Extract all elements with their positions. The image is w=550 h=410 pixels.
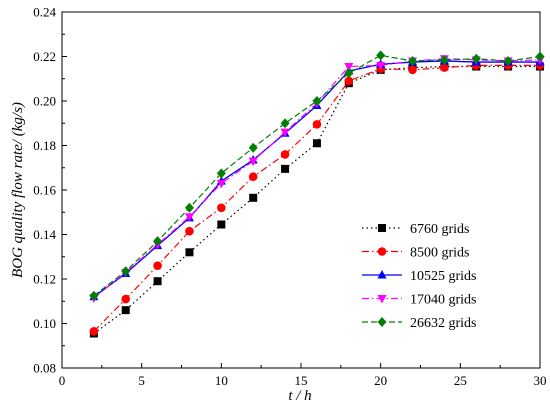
data-point bbox=[344, 68, 354, 79]
y-tick-label: 0.20 bbox=[33, 94, 56, 109]
data-point bbox=[153, 277, 162, 286]
x-tick-label: 0 bbox=[59, 373, 66, 388]
data-point bbox=[376, 50, 386, 61]
data-point bbox=[185, 226, 194, 236]
x-tick-label: 15 bbox=[295, 373, 308, 388]
legend-marker bbox=[377, 317, 387, 327]
legend-marker bbox=[377, 270, 387, 279]
y-tick-label: 0.14 bbox=[33, 227, 56, 242]
y-tick-label: 0.24 bbox=[33, 5, 56, 20]
legend-marker bbox=[378, 224, 386, 232]
x-tick-label: 5 bbox=[138, 373, 145, 388]
x-tick-label: 30 bbox=[534, 373, 547, 388]
legend-label: 26632 grids bbox=[410, 316, 477, 331]
y-tick-label: 0.18 bbox=[33, 138, 56, 153]
data-point bbox=[440, 63, 449, 72]
data-point bbox=[280, 150, 290, 159]
data-point bbox=[89, 290, 99, 301]
data-point bbox=[280, 128, 290, 138]
x-tick-label: 20 bbox=[374, 373, 387, 388]
legend-marker bbox=[377, 295, 387, 304]
legend-label: 10525 grids bbox=[410, 269, 477, 284]
data-point bbox=[216, 179, 226, 189]
data-point bbox=[121, 306, 130, 315]
series-line bbox=[93, 58, 541, 299]
data-point bbox=[248, 172, 258, 181]
series-line bbox=[93, 54, 541, 297]
data-point bbox=[280, 118, 290, 129]
y-axis-label: BOG quality flow rate/ (kg/s) bbox=[10, 102, 26, 278]
data-point bbox=[121, 294, 131, 304]
data-point bbox=[89, 326, 99, 336]
data-point bbox=[184, 202, 194, 213]
data-point bbox=[312, 120, 322, 129]
data-point bbox=[312, 96, 322, 106]
data-point bbox=[248, 157, 258, 167]
data-point bbox=[153, 236, 163, 247]
data-point bbox=[249, 193, 258, 202]
legend-label: 6760 grids bbox=[410, 222, 470, 237]
data-point bbox=[153, 261, 162, 270]
series-layer bbox=[89, 50, 545, 338]
data-point bbox=[216, 168, 226, 179]
x-tick-label: 10 bbox=[215, 373, 228, 388]
y-tick-label: 0.22 bbox=[33, 49, 56, 64]
data-point bbox=[281, 164, 290, 173]
data-point bbox=[439, 54, 449, 65]
legend-label: 17040 grids bbox=[410, 293, 477, 308]
data-point bbox=[312, 139, 321, 148]
data-point bbox=[471, 53, 481, 64]
legend-label: 8500 grids bbox=[410, 246, 470, 261]
y-tick-label: 0.12 bbox=[33, 272, 56, 287]
y-tick-label: 0.10 bbox=[33, 316, 56, 331]
x-tick-label: 25 bbox=[454, 373, 467, 388]
data-point bbox=[184, 213, 194, 222]
x-axis-label: t / h bbox=[288, 388, 311, 404]
data-point bbox=[121, 266, 131, 277]
data-point bbox=[217, 203, 226, 213]
data-point bbox=[408, 55, 418, 66]
data-point bbox=[344, 76, 354, 86]
data-point bbox=[185, 248, 194, 257]
data-point bbox=[408, 65, 417, 75]
legend: 6760 grids 8500 grids 10525 grids 17040 gri… bbox=[362, 222, 477, 331]
data-point bbox=[248, 142, 258, 153]
legend-marker bbox=[377, 247, 387, 256]
data-point bbox=[344, 63, 354, 72]
series-5 bbox=[89, 50, 545, 301]
data-point bbox=[376, 61, 386, 71]
y-tick-label: 0.16 bbox=[33, 183, 56, 198]
y-tick-label: 0.08 bbox=[33, 361, 56, 376]
data-point bbox=[217, 220, 226, 229]
data-point bbox=[535, 51, 545, 62]
axes: 0 5 10 15 20 25 30 0.08 0.10 0.12 0.14 0.16 0.18 0.20… bbox=[33, 5, 546, 389]
data-point bbox=[503, 55, 513, 66]
